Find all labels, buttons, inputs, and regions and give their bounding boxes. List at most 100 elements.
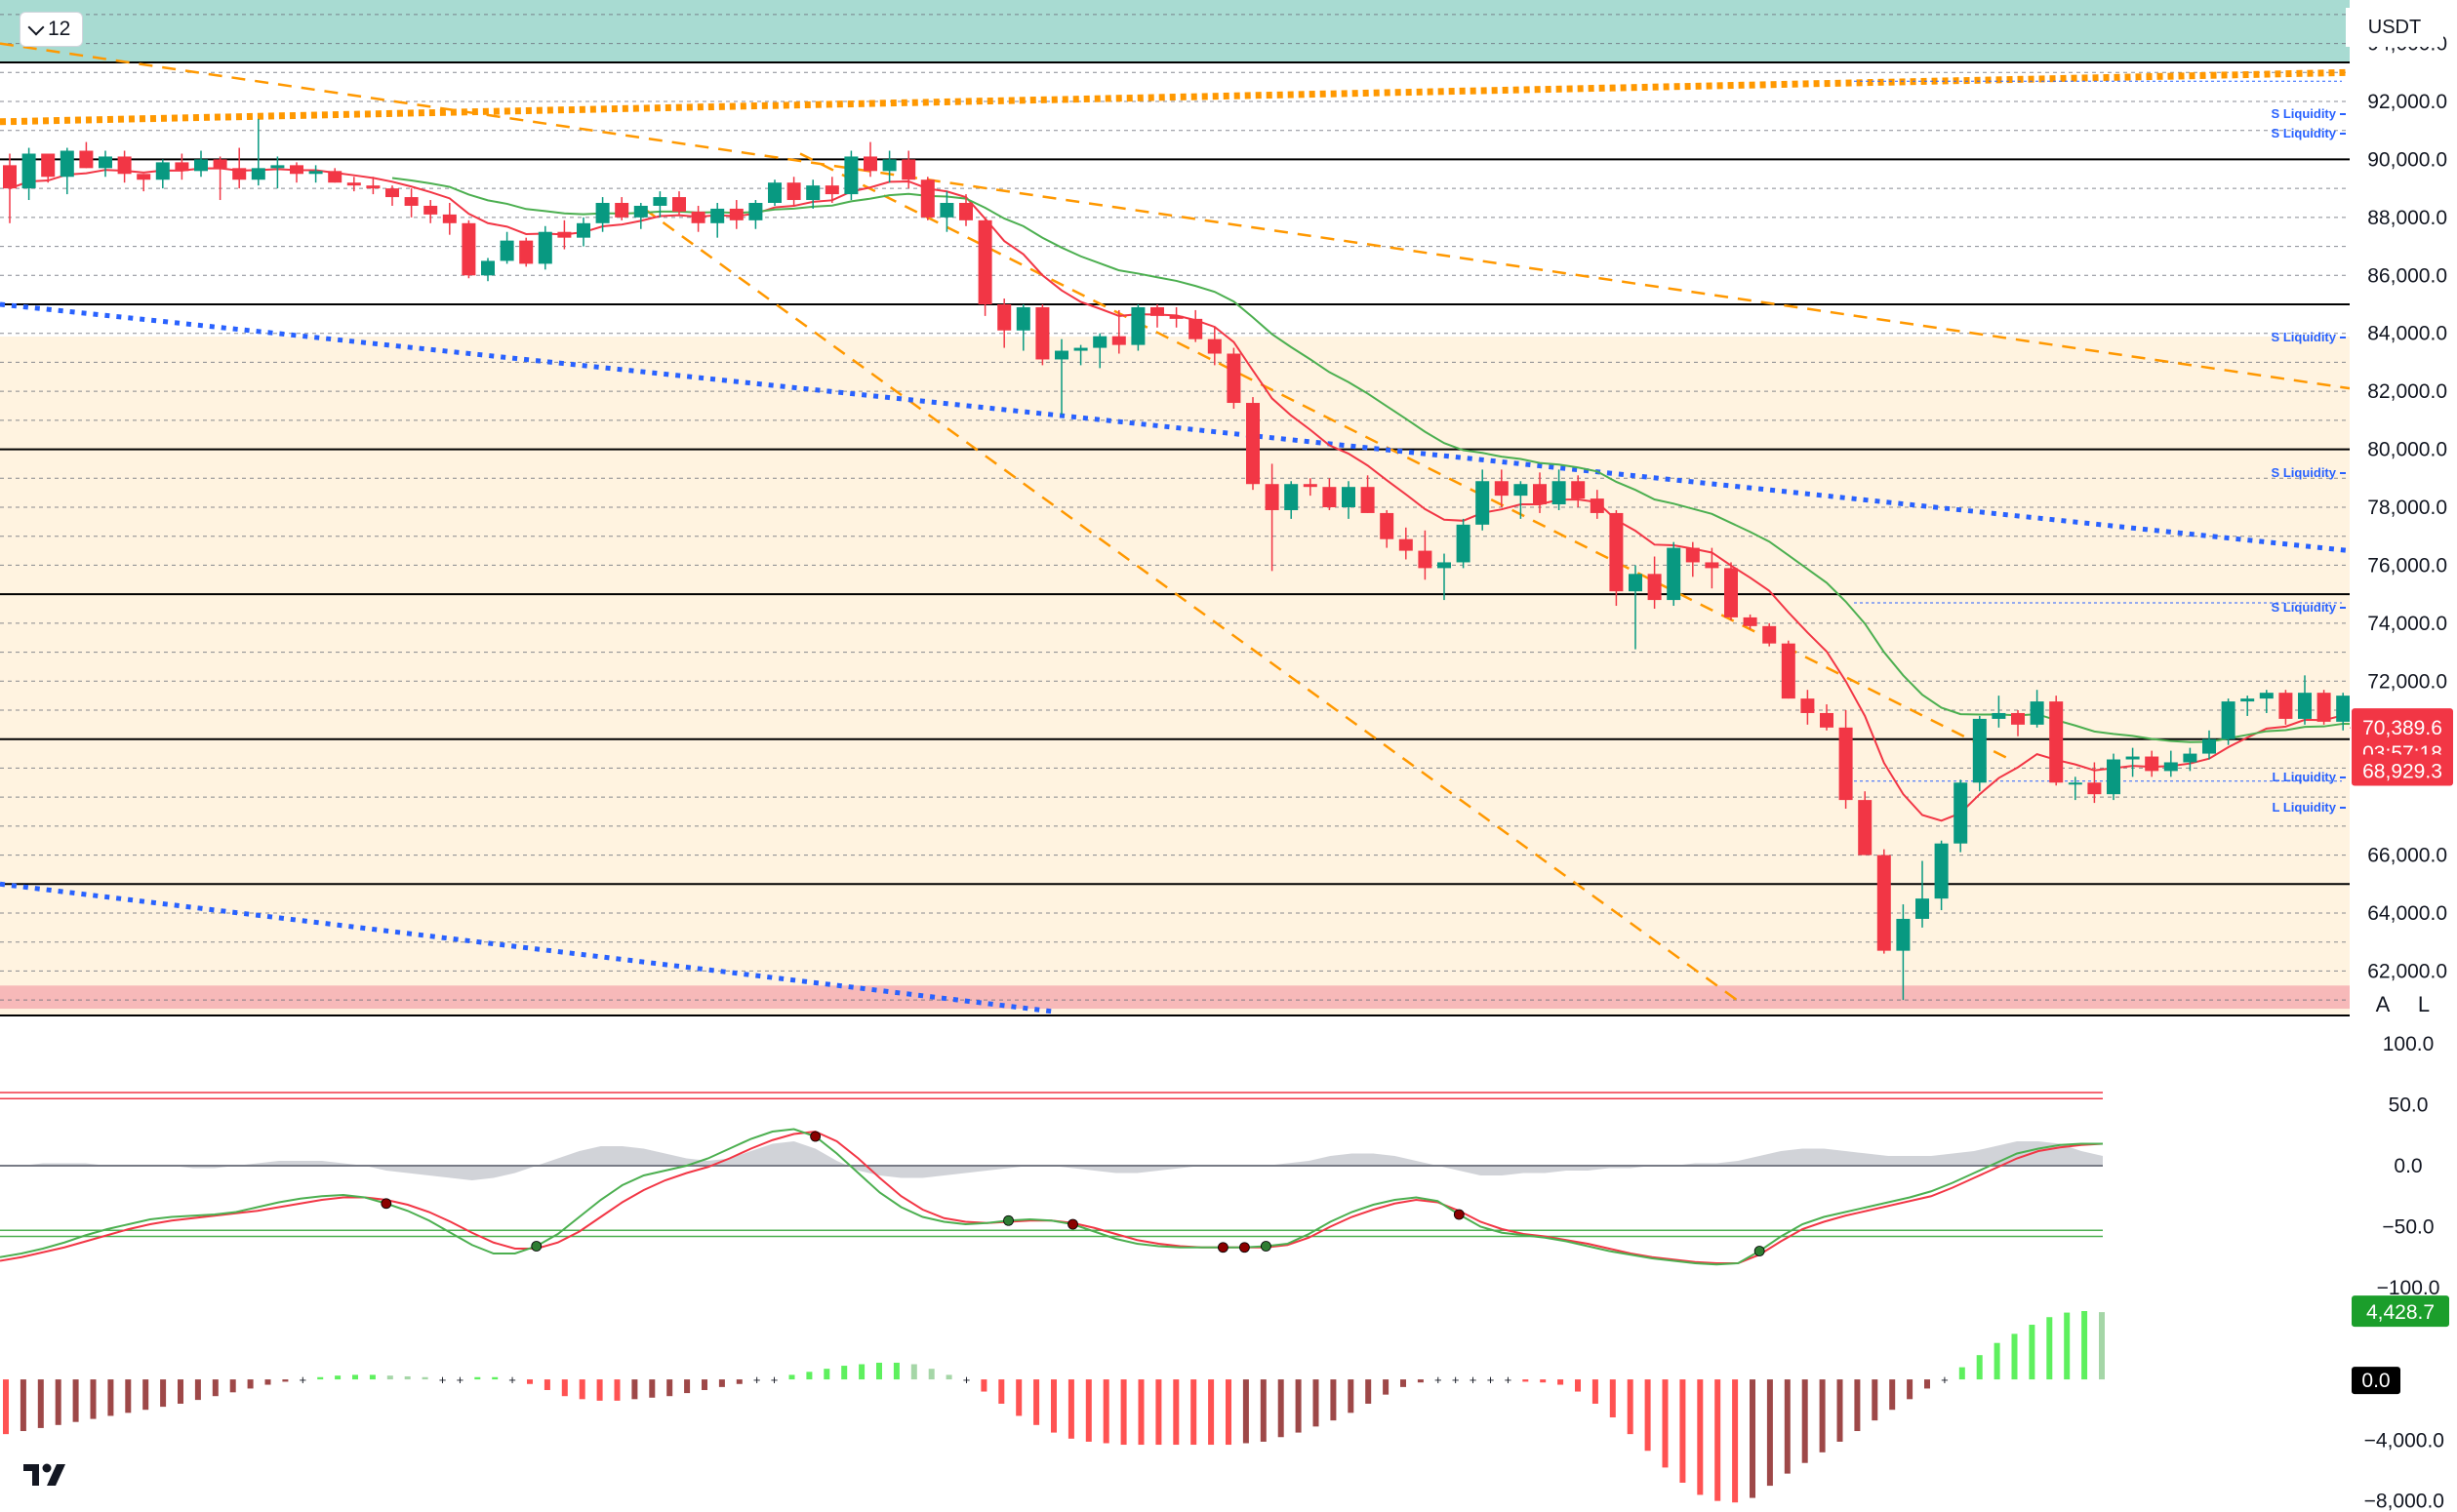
histogram-bar [37, 1379, 44, 1428]
cross-dot [1260, 1241, 1271, 1252]
candle-body [1724, 568, 1738, 617]
histogram-bar [1591, 1379, 1598, 1404]
histogram-bar [527, 1379, 533, 1384]
candle-body [1035, 306, 1050, 360]
candle-body [1896, 918, 1911, 951]
histogram-bar [1836, 1379, 1843, 1442]
histogram-bar [107, 1379, 114, 1416]
histogram-bar [1085, 1379, 1092, 1442]
candle-body [1781, 643, 1795, 699]
candle-body [2068, 782, 2082, 785]
candle-body [864, 156, 877, 172]
candle-body [1188, 318, 1203, 339]
candle-body [1380, 512, 1394, 539]
candle-body [251, 168, 265, 180]
histogram-bar [2011, 1333, 2018, 1380]
ema-fast-line [9, 167, 2362, 822]
histogram-bar [72, 1379, 79, 1422]
histogram-bar [981, 1379, 987, 1392]
candle-body [653, 197, 667, 206]
candle-body [1915, 898, 1929, 919]
cross-dot [531, 1241, 543, 1252]
oscillator-tick-label: 0.0 [2394, 1155, 2422, 1177]
price-tick-label: 72,000.0 [2367, 670, 2447, 693]
candle-body [1551, 481, 1566, 505]
candle-body [806, 185, 821, 201]
candle-body [99, 156, 112, 169]
candle-body [1322, 487, 1337, 507]
candlestick-series[interactable] [3, 118, 2369, 1001]
candle-body [2183, 753, 2197, 763]
histogram-bar [631, 1379, 638, 1400]
candle-body [1073, 347, 1088, 351]
histogram-bar [928, 1369, 935, 1380]
histogram-bar [702, 1379, 707, 1390]
histogram-bar [2029, 1325, 2035, 1380]
histogram-cross-marker: + [1452, 1373, 1460, 1387]
histogram-bar [1295, 1379, 1302, 1433]
candle-body [786, 182, 801, 201]
orange-dashed-trendline-channel-bottom [643, 207, 1738, 1002]
interval-button[interactable]: 12 [20, 12, 84, 47]
currency-label[interactable]: USDT [2346, 8, 2443, 47]
histogram-bar [194, 1379, 201, 1401]
histogram-bar [20, 1379, 26, 1432]
histogram-bar [788, 1374, 795, 1380]
candle-body [1820, 712, 1833, 728]
histogram-bar [824, 1369, 830, 1380]
histogram-bar [1190, 1379, 1197, 1446]
histogram-bar [684, 1379, 691, 1394]
histogram-bar [55, 1379, 61, 1425]
histogram-pane: + + + + + + + + + + + + + [3, 1311, 2105, 1503]
candle-body [462, 222, 476, 276]
histogram-bar [1365, 1379, 1372, 1404]
log-scale-button[interactable]: L [2417, 992, 2431, 1016]
candle-body [404, 197, 419, 206]
candle-body [1265, 484, 1279, 510]
histogram-bar [718, 1379, 725, 1387]
auto-scale-button[interactable]: A [2375, 992, 2391, 1016]
liquidity-label: L Liquidity [2273, 770, 2337, 784]
cross-dot [1067, 1218, 1078, 1230]
histogram-bar [1557, 1379, 1564, 1385]
candle-body [557, 231, 572, 238]
candle-body [1227, 353, 1241, 404]
histogram-bar [859, 1364, 866, 1380]
candle-body [500, 240, 514, 261]
ema-price-tag [2352, 754, 2453, 786]
histogram-cross-marker: + [1941, 1373, 1949, 1387]
histogram-bar [1540, 1379, 1547, 1383]
candle-body [2163, 762, 2178, 772]
histogram-bar [2081, 1311, 2088, 1380]
ema-price-label: 68,929.3 [2362, 761, 2442, 783]
histogram-bar [649, 1379, 656, 1398]
candle-body [194, 159, 208, 172]
candle-body [768, 182, 782, 203]
cross-dot [381, 1198, 392, 1210]
oscillator-main-line [0, 1128, 2103, 1266]
candle-body [1055, 350, 1068, 360]
histogram-bar [1784, 1379, 1791, 1474]
histogram-cross-marker: + [508, 1373, 516, 1387]
histogram-cross-marker: + [753, 1373, 761, 1387]
histogram-bar [998, 1379, 1005, 1404]
histogram-bar [2046, 1317, 2053, 1380]
liquidity-label: S Liquidity [2272, 330, 2337, 344]
candle-body [423, 205, 438, 215]
histogram-cross-marker: + [1470, 1373, 1477, 1387]
candle-body [595, 203, 610, 223]
last-price-label: 70,389.6 [2362, 717, 2442, 739]
histogram-bar [386, 1375, 393, 1380]
candle-body [844, 156, 859, 195]
histogram-bar [1348, 1379, 1354, 1413]
candle-body [1303, 484, 1317, 488]
candle-body [1762, 625, 1777, 644]
histogram-bar [212, 1379, 219, 1397]
histogram-bar [544, 1379, 550, 1390]
histogram-bar [1260, 1379, 1267, 1442]
histogram-bar [160, 1379, 167, 1408]
liquidity-labels: S Liquidity S Liquidity S Liquidity S Liqui… [2272, 106, 2346, 815]
candle-body [213, 159, 227, 169]
trend-lines [0, 42, 2351, 1015]
